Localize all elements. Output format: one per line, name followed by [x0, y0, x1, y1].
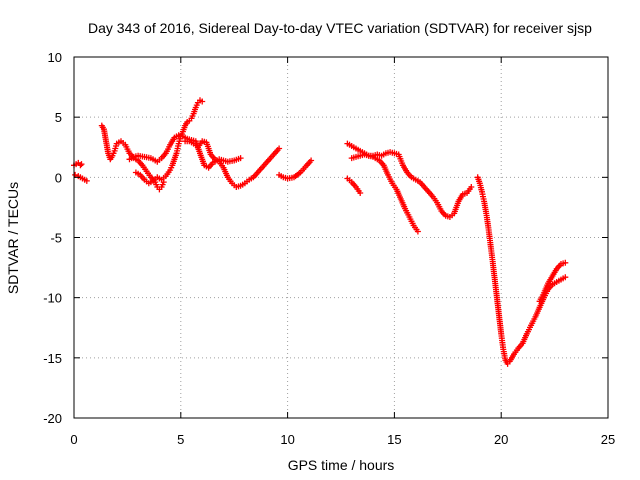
- data-point: [414, 228, 421, 235]
- data-point: [562, 274, 569, 281]
- data-point: [562, 259, 569, 266]
- data-series-12: [536, 259, 569, 305]
- y-tick-label: -10: [43, 291, 62, 306]
- data-series-6: [182, 138, 283, 190]
- y-axis-label: SDTVAR / TECUs: [5, 182, 21, 294]
- x-tick-label: 25: [601, 432, 615, 447]
- x-tick-label: 15: [387, 432, 401, 447]
- x-axis-label: GPS time / hours: [288, 457, 395, 473]
- y-tick-label: -20: [43, 411, 62, 426]
- data-point: [308, 157, 315, 164]
- x-tick-label: 10: [280, 432, 294, 447]
- data-series-7: [276, 157, 315, 182]
- data-series-2: [72, 171, 90, 184]
- x-tick-label: 5: [177, 432, 184, 447]
- data-point: [83, 177, 90, 184]
- y-tick-label: 10: [48, 50, 62, 65]
- data-series-1: [71, 159, 85, 169]
- grid: [74, 57, 608, 418]
- data-point: [276, 145, 283, 152]
- data-point: [468, 184, 475, 190]
- data-series-8: [344, 140, 475, 220]
- y-axis-ticks: 10 5 0 -5 -10 -15 -20: [43, 50, 608, 426]
- x-tick-label: 0: [70, 432, 77, 447]
- data-points: [71, 97, 569, 367]
- data-point: [237, 155, 244, 162]
- y-tick-label: 0: [55, 170, 62, 185]
- data-point: [357, 190, 364, 196]
- data-point: [199, 98, 206, 105]
- data-series-5: [132, 97, 206, 187]
- x-axis-ticks: 0 5 10 15 20 25: [70, 57, 615, 447]
- y-tick-label: -15: [43, 351, 62, 366]
- chart-title: Day 343 of 2016, Sidereal Day-to-day VTE…: [88, 20, 592, 36]
- data-series-9: [344, 175, 364, 196]
- y-tick-label: -5: [50, 231, 62, 246]
- data-point: [78, 161, 85, 168]
- x-tick-label: 20: [494, 432, 508, 447]
- data-point: [77, 162, 84, 169]
- data-series-10: [348, 151, 421, 235]
- y-tick-label: 5: [55, 110, 62, 125]
